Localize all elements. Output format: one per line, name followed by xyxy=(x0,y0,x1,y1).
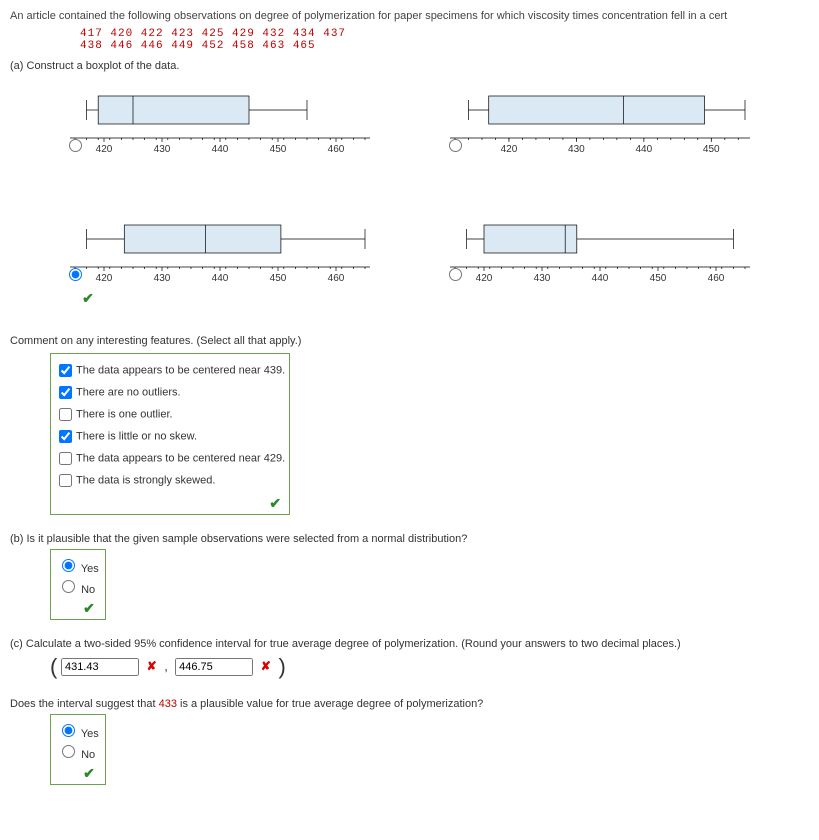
part-c2-num: 433 xyxy=(159,698,177,710)
svg-text:420: 420 xyxy=(96,144,113,155)
boxplot-option-0: 420 430 440 450 460 xyxy=(60,82,400,191)
check-4[interactable] xyxy=(59,452,72,465)
svg-text:440: 440 xyxy=(592,273,609,284)
svg-text:420: 420 xyxy=(96,273,113,284)
svg-text:430: 430 xyxy=(154,144,171,155)
data-row-2: 438 446 446 449 452 458 463 465 xyxy=(80,40,819,52)
checkmark-icon: ✔ xyxy=(83,765,95,781)
paren-open: ( xyxy=(50,654,57,679)
part-b-answer-box: Yes No ✔ xyxy=(50,549,106,620)
svg-text:430: 430 xyxy=(568,144,585,155)
boxplot-option-1: 420 430 440 450 xyxy=(440,82,780,191)
no-label: No xyxy=(81,584,95,596)
svg-text:420: 420 xyxy=(501,144,518,155)
check-row: The data appears to be centered near 429… xyxy=(55,449,285,468)
part-c2-answer-box: Yes No ✔ xyxy=(50,714,106,785)
data-row-1: 417 420 422 423 425 429 432 434 437 xyxy=(80,28,819,40)
check-label: The data is strongly skewed. xyxy=(76,474,215,486)
comma: , xyxy=(164,658,171,673)
svg-text:460: 460 xyxy=(708,273,725,284)
checkmark-icon: ✔ xyxy=(83,600,95,616)
check-row: The data is strongly skewed. xyxy=(55,471,285,490)
check-label: There is one outlier. xyxy=(76,408,173,420)
part-c2-text-b: is a plausible value for true average de… xyxy=(177,698,483,710)
check-label: The data appears to be centered near 429… xyxy=(76,452,285,464)
svg-text:440: 440 xyxy=(212,273,229,284)
svg-text:450: 450 xyxy=(270,144,287,155)
part-b-label: (b) Is it plausible that the given sampl… xyxy=(10,533,819,545)
boxplot-svg: 420 430 440 450 460 xyxy=(60,211,380,296)
check-row: The data appears to be centered near 439… xyxy=(55,361,285,380)
no-label: No xyxy=(81,749,95,761)
boxplot-option-3: 420 430 440 450 460 xyxy=(440,211,780,321)
check-3[interactable] xyxy=(59,430,72,443)
check-1[interactable] xyxy=(59,386,72,399)
paren-close: ) xyxy=(278,654,285,679)
svg-text:460: 460 xyxy=(328,273,345,284)
check-label: The data appears to be centered near 439… xyxy=(76,364,285,376)
check-row: There is one outlier. xyxy=(55,405,285,424)
part-c2-yes-radio[interactable] xyxy=(62,724,75,737)
check-row: There are no outliers. xyxy=(55,383,285,402)
checks-answer-box: The data appears to be centered near 439… xyxy=(50,353,290,515)
svg-text:460: 460 xyxy=(328,144,345,155)
boxplot-svg: 420 430 440 450 460 xyxy=(440,211,760,296)
svg-text:430: 430 xyxy=(154,273,171,284)
boxplot-radio-2[interactable] xyxy=(69,268,82,281)
part-b-yes-radio[interactable] xyxy=(62,559,75,572)
part-b-no-radio[interactable] xyxy=(62,580,75,593)
part-c-label: (c) Calculate a two-sided 95% confidence… xyxy=(10,638,819,650)
svg-text:450: 450 xyxy=(650,273,667,284)
svg-text:430: 430 xyxy=(534,273,551,284)
svg-text:450: 450 xyxy=(703,144,720,155)
svg-text:440: 440 xyxy=(212,144,229,155)
check-label: There are no outliers. xyxy=(76,386,181,398)
ci-input-line: ( ✘ , ✘ ) xyxy=(50,654,819,680)
svg-text:450: 450 xyxy=(270,273,287,284)
check-5[interactable] xyxy=(59,474,72,487)
boxplot-radio-0[interactable] xyxy=(69,139,82,152)
boxplot-radio-3[interactable] xyxy=(449,268,462,281)
svg-text:420: 420 xyxy=(476,273,493,284)
check-label: There is little or no skew. xyxy=(76,430,197,442)
boxplot-svg: 420 430 440 450 xyxy=(440,82,760,167)
checkmark-icon: ✔ xyxy=(269,495,281,511)
yes-label: Yes xyxy=(81,563,99,575)
boxplot-radio-1[interactable] xyxy=(449,139,462,152)
comment-prompt: Comment on any interesting features. (Se… xyxy=(10,335,819,347)
part-c2-text-a: Does the interval suggest that xyxy=(10,698,159,710)
part-c2-label: Does the interval suggest that 433 is a … xyxy=(10,698,819,710)
check-row: There is little or no skew. xyxy=(55,427,285,446)
cross-icon: ✘ xyxy=(143,659,161,673)
ci-low-input[interactable] xyxy=(61,658,139,676)
yes-label: Yes xyxy=(81,728,99,740)
check-2[interactable] xyxy=(59,408,72,421)
svg-text:440: 440 xyxy=(635,144,652,155)
intro-text: An article contained the following obser… xyxy=(10,10,819,22)
checkmark-icon: ✔ xyxy=(82,290,94,306)
part-a-label: (a) Construct a boxplot of the data. xyxy=(10,60,819,72)
check-0[interactable] xyxy=(59,364,72,377)
boxplot-option-2: 420 430 440 450 460 ✔ xyxy=(60,211,400,321)
boxplot-svg: 420 430 440 450 460 xyxy=(60,82,380,167)
boxplot-grid: 420 430 440 450 460 420 430 440 450 xyxy=(60,82,819,321)
part-c2-no-radio[interactable] xyxy=(62,745,75,758)
ci-high-input[interactable] xyxy=(175,658,253,676)
cross-icon: ✘ xyxy=(257,659,275,673)
